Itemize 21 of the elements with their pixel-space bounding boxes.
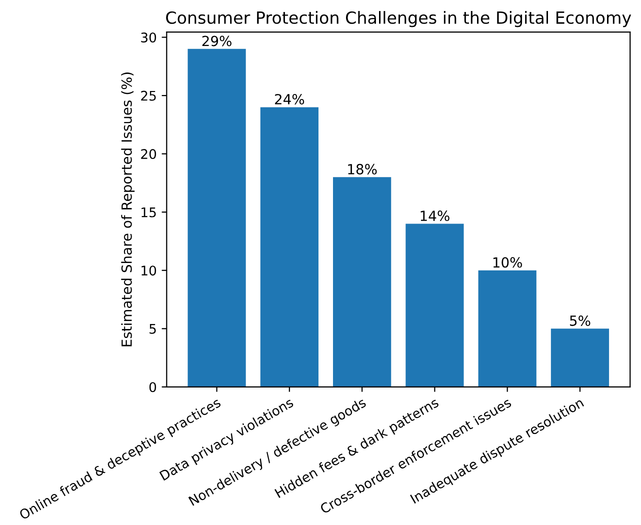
y-tick-label: 5 — [150, 324, 156, 334]
data-label: 14% — [420, 210, 450, 222]
y-axis-title: Estimated Share of Reported Issues (%) — [121, 72, 135, 346]
data-label: 29% — [202, 36, 232, 46]
y-tick-label: 30 — [141, 32, 156, 42]
data-label: 24% — [275, 94, 304, 105]
chart-title: Consumer Protection Challenges in the Digital Economy — [166, 11, 632, 28]
data-label: 18% — [348, 164, 377, 174]
bar — [550, 328, 610, 387]
y-tick-label: 20 — [141, 149, 156, 160]
bar — [406, 224, 464, 387]
data-label: 10% — [493, 257, 522, 268]
y-tick-label: 0 — [149, 382, 156, 392]
y-tick-label: 15 — [142, 207, 156, 218]
y-tick-label: 10 — [142, 266, 156, 276]
bar — [333, 177, 392, 387]
bar — [188, 48, 246, 387]
bar — [478, 270, 536, 387]
y-tick-label: 25 — [141, 90, 156, 101]
bar — [260, 107, 318, 387]
data-label: 5% — [570, 315, 590, 326]
